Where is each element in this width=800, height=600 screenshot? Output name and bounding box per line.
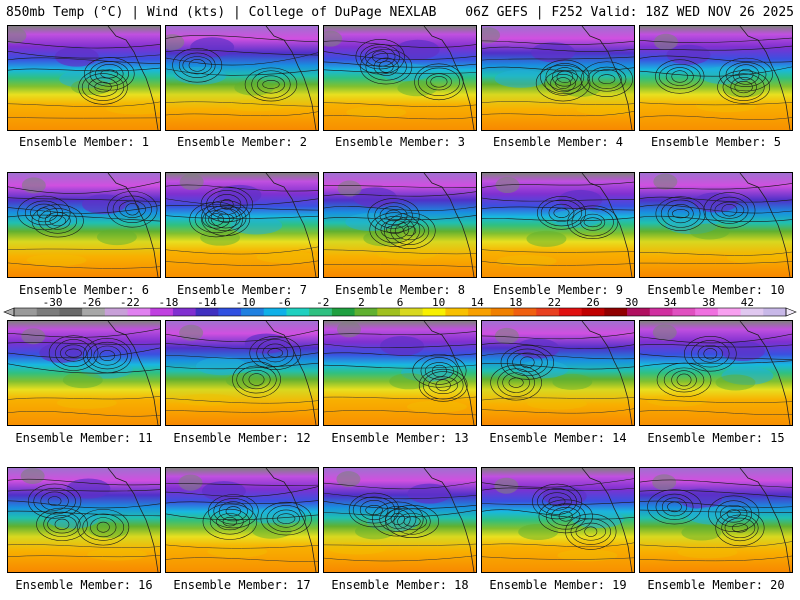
colorbar-swatch [445, 308, 469, 316]
ensemble-member-label: Ensemble Member: 9 [492, 283, 624, 297]
colorbar-tick-label: 26 [586, 296, 599, 309]
ensemble-member-map [7, 172, 161, 278]
ensemble-member-map [323, 172, 477, 278]
colorbar-swatch [422, 308, 446, 316]
ensemble-member-label: Ensemble Member: 17 [173, 578, 311, 592]
colorbar-swatch [195, 308, 219, 316]
ensemble-member-label: Ensemble Member: 1 [18, 135, 150, 149]
colorbar-swatch [263, 308, 287, 316]
colorbar-tick-label: -22 [120, 296, 140, 309]
colorbar-tick-label: 34 [664, 296, 678, 309]
colorbar-tick-label: 6 [397, 296, 404, 309]
colorbar-swatch [354, 308, 378, 316]
ensemble-member-map [165, 467, 319, 573]
ensemble-member-label: Ensemble Member: 6 [18, 283, 150, 297]
ensemble-member-map [639, 172, 793, 278]
ensemble-member-label: Ensemble Member: 15 [647, 431, 785, 445]
colorbar-tick-label: -30 [43, 296, 63, 309]
colorbar-min-arrow [3, 307, 15, 317]
colorbar-swatch [695, 308, 719, 316]
ensemble-member-map [7, 467, 161, 573]
ensemble-member-label: Ensemble Member: 20 [647, 578, 785, 592]
colorbar-swatch [672, 308, 696, 316]
ensemble-member-map [323, 467, 477, 573]
colorbar-tick-label: -26 [81, 296, 101, 309]
ensemble-member-map [481, 25, 635, 131]
chart-title: 850mb Temp (°C) | Wind (kts) | College o… [6, 5, 437, 20]
colorbar-swatch [172, 308, 197, 316]
ensemble-member-label: Ensemble Member: 11 [15, 431, 153, 445]
colorbar-tick-label: -18 [158, 296, 178, 309]
colorbar-swatch [14, 308, 38, 316]
colorbar-swatch [400, 308, 424, 316]
colorbar-swatch [604, 308, 628, 316]
colorbar-swatch [82, 308, 106, 316]
colorbar-swatch [150, 308, 174, 316]
ensemble-member-label: Ensemble Member: 10 [647, 283, 785, 297]
colorbar-swatch [649, 308, 673, 316]
colorbar-swatch [377, 308, 401, 316]
colorbar-max-arrow [785, 307, 797, 317]
temperature-colorbar: -30 -26 -22 -18 -14 -10 -6 -2 2 6 10 14 18 22 26 30 34 38… [3, 296, 797, 317]
ensemble-member-map [481, 172, 635, 278]
ensemble-member-label: Ensemble Member: 19 [489, 578, 627, 592]
run-valid-time: 06Z GEFS | F252 Valid: 18Z WED NOV 26 20… [465, 5, 794, 20]
colorbar-swatch [286, 308, 310, 316]
colorbar-swatch [536, 308, 560, 316]
ensemble-member-map [7, 320, 161, 426]
colorbar-swatch [104, 308, 129, 316]
ensemble-member-label: Ensemble Member: 4 [492, 135, 624, 149]
colorbar-tick-label: 38 [702, 296, 715, 309]
colorbar-tick-label: 42 [741, 296, 754, 309]
colorbar-swatch [468, 308, 492, 316]
ensemble-member-label: Ensemble Member: 3 [334, 135, 466, 149]
ensemble-member-map [323, 320, 477, 426]
colorbar-tick-label: 30 [625, 296, 638, 309]
ensemble-member-map [639, 25, 793, 131]
colorbar-swatch [309, 308, 333, 316]
colorbar-tick-label: -6 [278, 296, 291, 309]
ensemble-member-map [7, 25, 161, 131]
colorbar-tick-label: -10 [236, 296, 256, 309]
ensemble-member-label: Ensemble Member: 8 [334, 283, 466, 297]
colorbar-swatch [513, 308, 537, 316]
colorbar-swatch [581, 308, 605, 316]
ensemble-member-map [165, 25, 319, 131]
ensemble-member-label: Ensemble Member: 16 [15, 578, 153, 592]
colorbar-swatch [490, 308, 515, 316]
ensemble-member-label: Ensemble Member: 2 [176, 135, 308, 149]
ensemble-member-map [481, 320, 635, 426]
colorbar-swatch [218, 308, 242, 316]
ensemble-member-label: Ensemble Member: 18 [331, 578, 469, 592]
colorbar-swatch [59, 308, 83, 316]
ensemble-member-label: Ensemble Member: 7 [176, 283, 308, 297]
ensemble-member-map [639, 320, 793, 426]
ensemble-member-map [323, 25, 477, 131]
ensemble-member-map [639, 467, 793, 573]
colorbar-tick-label: -2 [316, 296, 329, 309]
colorbar-swatch [717, 308, 742, 316]
colorbar-swatch [36, 308, 60, 316]
colorbar-tick-label: 18 [509, 296, 522, 309]
colorbar-tick-label: -14 [197, 296, 217, 309]
colorbar-swatch [241, 308, 265, 316]
colorbar-swatch [127, 308, 151, 316]
colorbar-swatch [331, 308, 356, 316]
colorbar-frame [13, 307, 787, 317]
ensemble-member-map [165, 172, 319, 278]
ensemble-member-label: Ensemble Member: 14 [489, 431, 627, 445]
colorbar-swatch [740, 308, 764, 316]
colorbar-swatch [558, 308, 583, 316]
colorbar-swatch [763, 308, 787, 316]
ensemble-member-label: Ensemble Member: 12 [173, 431, 311, 445]
colorbar-tick-label: 14 [471, 296, 485, 309]
ensemble-member-label: Ensemble Member: 5 [650, 135, 782, 149]
colorbar-swatch [627, 308, 651, 316]
colorbar-tick-label: 22 [548, 296, 561, 309]
ensemble-member-map [165, 320, 319, 426]
colorbar-tick-label: 10 [432, 296, 445, 309]
colorbar-tick-label: 2 [358, 296, 365, 309]
ensemble-member-map [481, 467, 635, 573]
ensemble-member-label: Ensemble Member: 13 [331, 431, 469, 445]
